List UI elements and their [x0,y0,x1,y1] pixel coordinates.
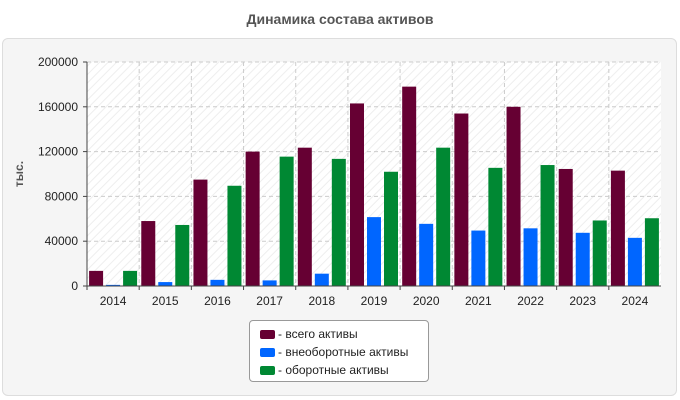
bar-оборотные-активы-2015 [175,224,190,286]
x-tick-label: 2019 [361,294,388,308]
legend-swatch-noncurrent [260,347,275,357]
legend: - всего активы - внеоборотные активы - о… [249,320,429,382]
x-tick-label: 2023 [569,294,596,308]
legend-swatch-total [260,329,275,339]
bar-оборотные-активы-2014 [123,270,138,286]
bar-внеоборотные-активы-2022 [523,228,538,286]
bar-оборотные-активы-2017 [279,156,294,286]
x-tick-label: 2024 [622,294,649,308]
bar-всего-активы-2014 [89,270,104,286]
legend-item-current: - оборотные активы [260,361,428,379]
y-tick-label: 40000 [45,234,79,248]
x-tick-label: 2015 [152,294,179,308]
bar-оборотные-активы-2020 [436,147,451,286]
legend-label-total: - всего активы [278,327,358,341]
bar-оборотные-активы-2021 [488,167,503,286]
bar-внеоборотные-активы-2019 [367,217,381,286]
bar-внеоборотные-активы-2014 [106,284,121,286]
bar-внеоборотные-активы-2020 [419,223,434,286]
x-tick-label: 2021 [465,294,492,308]
chart-title: Динамика состава активов [246,11,434,27]
x-tick-label: 2020 [413,294,440,308]
bar-оборотные-активы-2024 [644,218,659,286]
y-tick-label: 80000 [45,189,79,203]
bar-внеоборотные-активы-2015 [158,282,173,286]
bar-всего-активы-2021 [454,113,469,287]
x-tick-label: 2022 [517,294,544,308]
bar-оборотные-активы-2023 [592,220,607,286]
bar-внеоборотные-активы-2023 [575,232,590,286]
bar-внеоборотные-активы-2018 [314,273,329,286]
bar-всего-активы-2015 [141,221,156,286]
y-tick-label: 120000 [38,145,78,159]
legend-label-current: - оборотные активы [278,363,389,377]
bar-внеоборотные-активы-2017 [262,280,277,286]
y-tick-label: 200000 [38,55,78,69]
bar-всего-активы-2016 [193,179,208,286]
x-tick-label: 2016 [204,294,231,308]
bar-внеоборотные-активы-2016 [210,279,225,286]
bar-оборотные-активы-2016 [227,185,242,286]
legend-item-total: - всего активы [260,325,428,343]
y-axis-label: тыс. [12,161,26,187]
bar-оборотные-активы-2022 [540,165,555,286]
bar-внеоборотные-активы-2021 [471,230,486,286]
x-tick-label: 2018 [308,294,335,308]
bar-всего-активы-2017 [245,151,260,286]
bar-оборотные-активы-2019 [384,171,398,286]
y-tick-label: 160000 [38,100,78,114]
y-tick-label: 0 [71,279,78,293]
bar-всего-активы-2023 [558,168,573,286]
bar-всего-активы-2018 [297,147,312,286]
bar-всего-активы-2019 [350,103,364,286]
bar-всего-активы-2024 [610,170,625,286]
bar-всего-активы-2020 [402,86,417,286]
x-tick-label: 2014 [100,294,127,308]
legend-label-noncurrent: - внеоборотные активы [278,345,409,359]
bar-всего-активы-2022 [506,106,521,286]
bar-внеоборотные-активы-2024 [627,237,642,286]
legend-item-noncurrent: - внеоборотные активы [260,343,428,361]
legend-swatch-current [260,365,275,375]
x-tick-label: 2017 [256,294,283,308]
bar-оборотные-активы-2018 [331,158,346,286]
